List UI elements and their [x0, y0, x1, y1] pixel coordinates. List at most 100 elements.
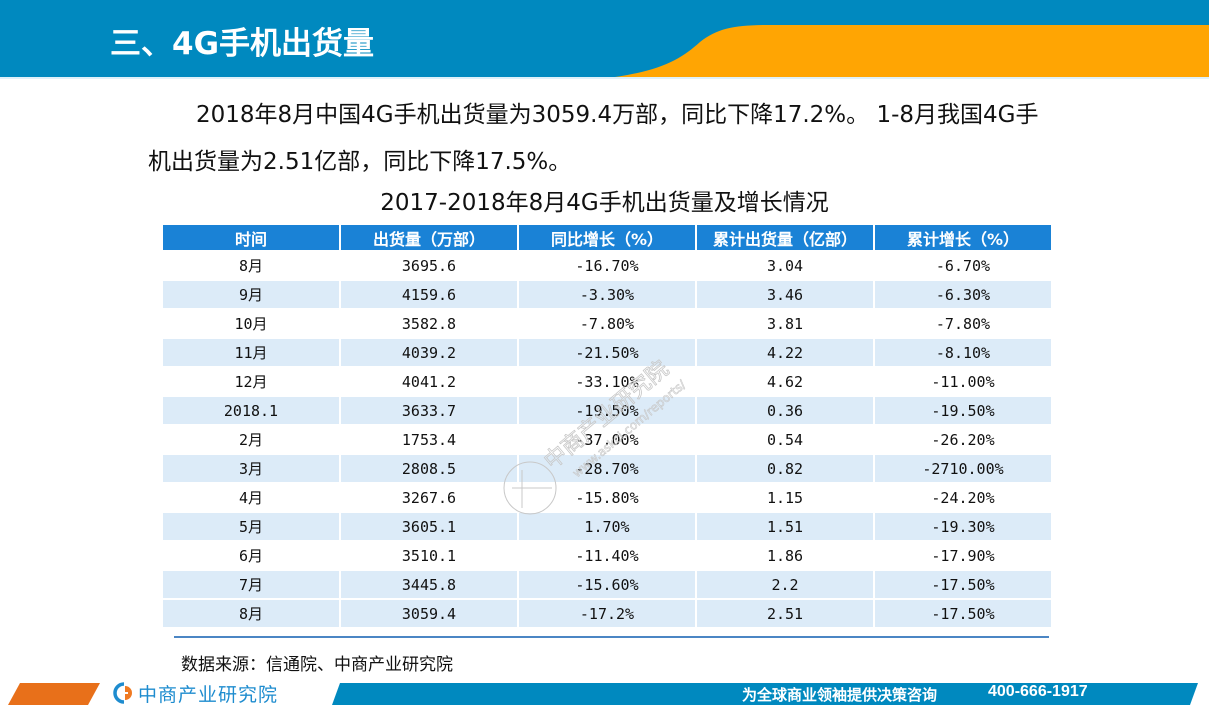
table-row: 5月 3605.1 1.70% 1.51 -19.30% [163, 513, 1051, 540]
cell-yoy-growth: -15.60% [519, 571, 695, 598]
cell-time: 11月 [163, 339, 339, 366]
intro-line-1: 2018年8月中国4G手机出货量为3059.4万部，同比下降17.2%。 1-8… [196, 102, 1039, 128]
cell-shipments: 3633.7 [341, 397, 517, 424]
company-logo-icon [113, 682, 132, 704]
cell-cumulative-growth: -26.20% [875, 426, 1051, 453]
table-header-row: 时间 出货量（万部） 同比增长（%） 累计出货量（亿部） 累计增长（%） [163, 225, 1051, 250]
cell-yoy-growth: -33.10% [519, 368, 695, 395]
column-header-cumulative-growth: 累计增长（%） [875, 225, 1051, 250]
footer-slogan: 为全球商业领袖提供决策咨询 [742, 686, 938, 704]
cell-time: 8月 [163, 600, 339, 627]
cell-cumulative-shipments: 0.54 [697, 426, 873, 453]
cell-cumulative-growth: -17.90% [875, 542, 1051, 569]
footer-bar [0, 683, 1209, 705]
table-row: 7月 3445.8 -15.60% 2.2 -17.50% [163, 571, 1051, 598]
cell-cumulative-growth: -19.50% [875, 397, 1051, 424]
cell-cumulative-growth: -6.30% [875, 281, 1051, 308]
cell-shipments: 3267.6 [341, 484, 517, 511]
table-row: 9月 4159.6 -3.30% 3.46 -6.30% [163, 281, 1051, 308]
cell-cumulative-shipments: 0.36 [697, 397, 873, 424]
intro-line-2: 机出货量为2.51亿部，同比下降17.5%。 [148, 149, 572, 175]
table-bottom-rule [174, 636, 1049, 638]
cell-cumulative-shipments: 3.81 [697, 310, 873, 337]
cell-yoy-growth: 1.70% [519, 513, 695, 540]
cell-cumulative-growth: -17.50% [875, 571, 1051, 598]
cell-cumulative-shipments: 1.15 [697, 484, 873, 511]
column-header-cumulative-shipments: 累计出货量（亿部） [697, 225, 873, 250]
cell-cumulative-growth: -2710.00% [875, 455, 1051, 482]
cell-cumulative-shipments: 0.82 [697, 455, 873, 482]
table-row: 6月 3510.1 -11.40% 1.86 -17.90% [163, 542, 1051, 569]
table-row: 8月 3059.4 -17.2% 2.51 -17.50% [163, 600, 1051, 627]
footer-background [8, 683, 1198, 705]
cell-time: 9月 [163, 281, 339, 308]
cell-time: 5月 [163, 513, 339, 540]
cell-yoy-growth: -15.80% [519, 484, 695, 511]
cell-yoy-growth: -3.30% [519, 281, 695, 308]
table-row: 11月 4039.2 -21.50% 4.22 -8.10% [163, 339, 1051, 366]
cell-cumulative-growth: -17.50% [875, 600, 1051, 627]
column-header-shipments: 出货量（万部） [341, 225, 517, 250]
cell-time: 12月 [163, 368, 339, 395]
data-source-note: 数据来源：信通院、中商产业研究院 [181, 655, 453, 675]
column-header-yoy-growth: 同比增长（%） [519, 225, 695, 250]
cell-yoy-growth: -19.50% [519, 397, 695, 424]
cell-cumulative-shipments: 3.04 [697, 252, 873, 279]
cell-time: 7月 [163, 571, 339, 598]
cell-cumulative-shipments: 4.22 [697, 339, 873, 366]
cell-yoy-growth: -28.70% [519, 455, 695, 482]
table-row: 4月 3267.6 -15.80% 1.15 -24.20% [163, 484, 1051, 511]
cell-yoy-growth: -17.2% [519, 600, 695, 627]
cell-cumulative-shipments: 2.2 [697, 571, 873, 598]
cell-shipments: 3605.1 [341, 513, 517, 540]
cell-shipments: 4159.6 [341, 281, 517, 308]
cell-shipments: 4039.2 [341, 339, 517, 366]
cell-shipments: 3059.4 [341, 600, 517, 627]
footer-logo-text: 中商产业研究院 [138, 683, 279, 706]
cell-cumulative-growth: -11.00% [875, 368, 1051, 395]
cell-yoy-growth: -37.00% [519, 426, 695, 453]
cell-cumulative-growth: -8.10% [875, 339, 1051, 366]
cell-shipments: 4041.2 [341, 368, 517, 395]
cell-shipments: 1753.4 [341, 426, 517, 453]
cell-yoy-growth: -7.80% [519, 310, 695, 337]
intro-paragraph: 2018年8月中国4G手机出货量为3059.4万部，同比下降17.2%。 1-8… [148, 92, 1063, 186]
banner-background [0, 0, 1209, 79]
cell-cumulative-shipments: 2.51 [697, 600, 873, 627]
page-title: 三、4G手机出货量 [110, 26, 375, 62]
shipment-table: 时间 出货量（万部） 同比增长（%） 累计出货量（亿部） 累计增长（%） 8月 … [161, 223, 1053, 629]
cell-yoy-growth: -11.40% [519, 542, 695, 569]
cell-yoy-growth: -16.70% [519, 252, 695, 279]
table-row: 8月 3695.6 -16.70% 3.04 -6.70% [163, 252, 1051, 279]
cell-cumulative-shipments: 1.51 [697, 513, 873, 540]
cell-time: 2月 [163, 426, 339, 453]
cell-cumulative-growth: -24.20% [875, 484, 1051, 511]
cell-time: 4月 [163, 484, 339, 511]
footer-logo: 中商产业研究院 [112, 681, 279, 706]
cell-shipments: 3510.1 [341, 542, 517, 569]
cell-time: 8月 [163, 252, 339, 279]
cell-time: 10月 [163, 310, 339, 337]
table-row: 10月 3582.8 -7.80% 3.81 -7.80% [163, 310, 1051, 337]
cell-shipments: 3582.8 [341, 310, 517, 337]
cell-shipments: 3695.6 [341, 252, 517, 279]
cell-time: 6月 [163, 542, 339, 569]
table-row: 2018.1 3633.7 -19.50% 0.36 -19.50% [163, 397, 1051, 424]
table-title: 2017-2018年8月4G手机出货量及增长情况 [380, 190, 829, 216]
cell-yoy-growth: -21.50% [519, 339, 695, 366]
cell-shipments: 2808.5 [341, 455, 517, 482]
cell-cumulative-shipments: 1.86 [697, 542, 873, 569]
table-row: 12月 4041.2 -33.10% 4.62 -11.00% [163, 368, 1051, 395]
column-header-time: 时间 [163, 225, 339, 250]
cell-time: 3月 [163, 455, 339, 482]
cell-cumulative-growth: -19.30% [875, 513, 1051, 540]
table-row: 3月 2808.5 -28.70% 0.82 -2710.00% [163, 455, 1051, 482]
header-banner: 三、4G手机出货量 [0, 0, 1209, 79]
cell-cumulative-shipments: 4.62 [697, 368, 873, 395]
cell-cumulative-shipments: 3.46 [697, 281, 873, 308]
cell-shipments: 3445.8 [341, 571, 517, 598]
table-row: 2月 1753.4 -37.00% 0.54 -26.20% [163, 426, 1051, 453]
cell-cumulative-growth: -6.70% [875, 252, 1051, 279]
cell-time: 2018.1 [163, 397, 339, 424]
cell-cumulative-growth: -7.80% [875, 310, 1051, 337]
